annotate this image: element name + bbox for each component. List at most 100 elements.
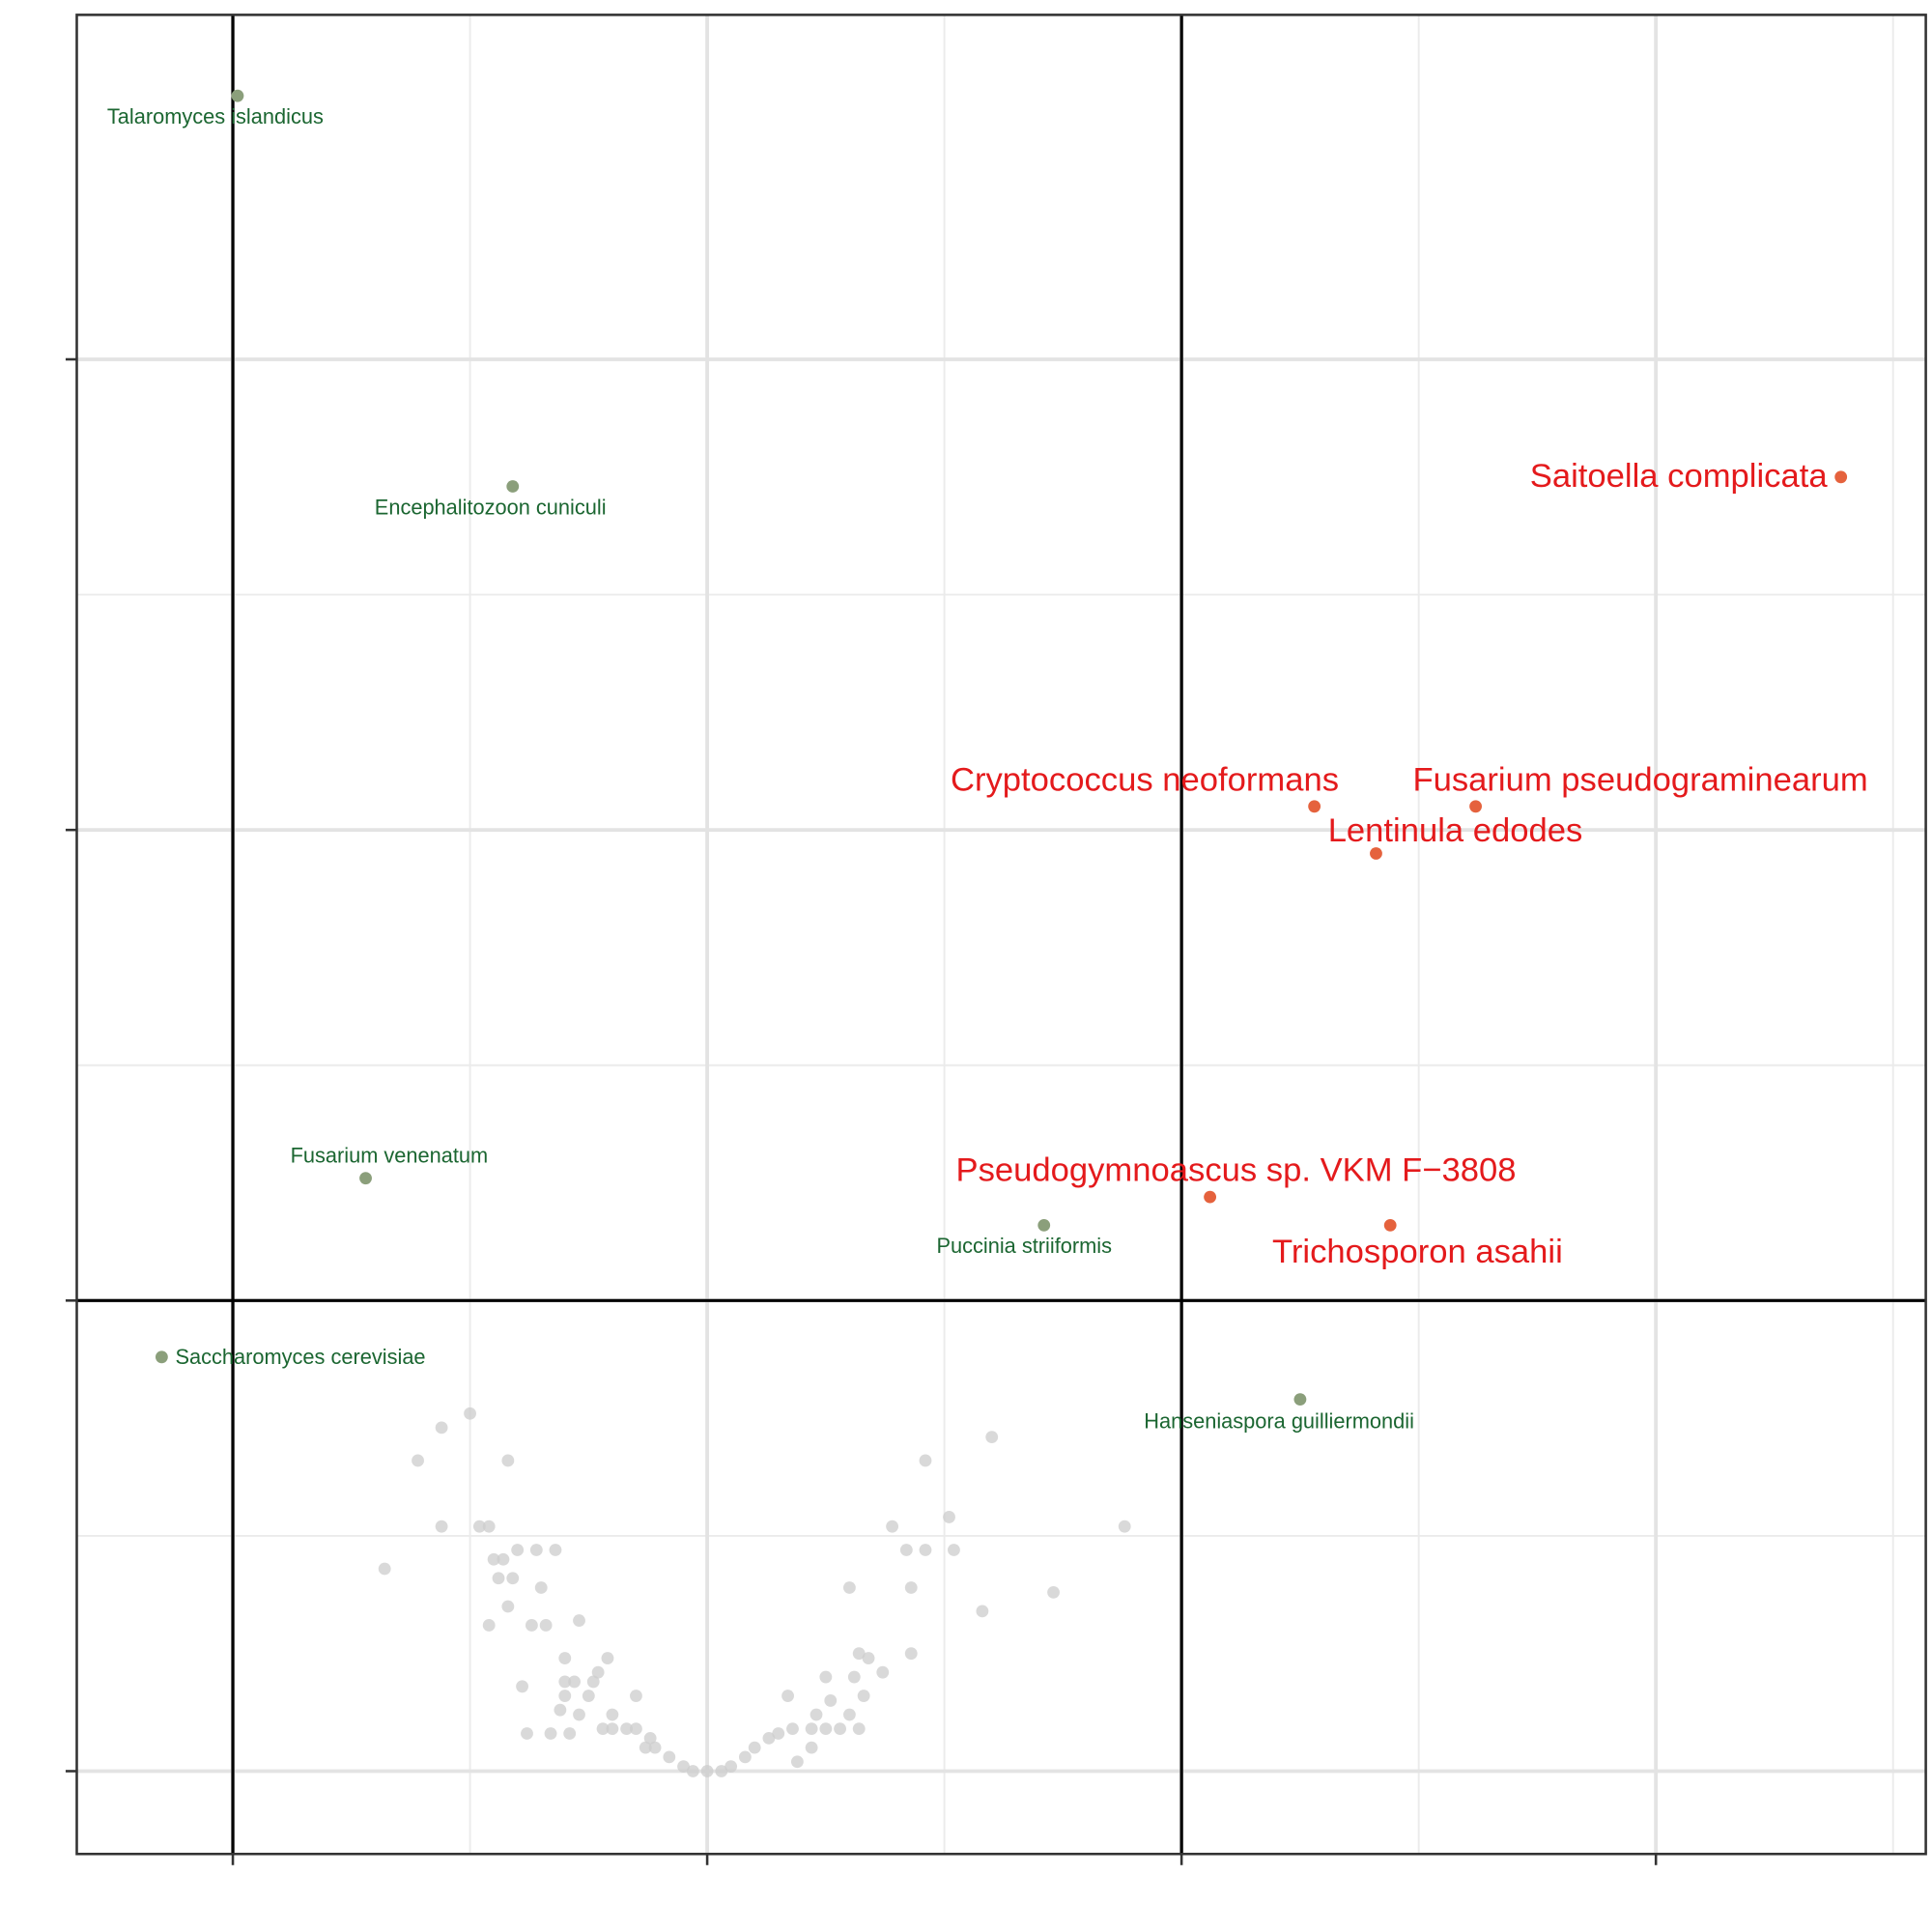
point: [573, 1708, 585, 1721]
point: [586, 1675, 600, 1689]
point: [762, 1731, 776, 1745]
point-label: Talaromyces islandicus: [107, 104, 324, 128]
point: [591, 1665, 605, 1679]
point: [943, 1511, 955, 1523]
point: [435, 1520, 448, 1533]
plot-border: [75, 14, 1927, 1856]
point: [790, 1755, 804, 1769]
point: [824, 1694, 838, 1707]
point: [563, 1727, 577, 1740]
highlight-point: [1370, 847, 1382, 860]
point: [834, 1722, 846, 1736]
point: [582, 1690, 595, 1702]
point: [558, 1690, 572, 1702]
point-label: Lentinula edodes: [1328, 812, 1583, 849]
point: [643, 1731, 657, 1745]
point: [663, 1750, 676, 1764]
point: [648, 1741, 662, 1754]
point: [501, 1454, 515, 1467]
point: [810, 1708, 823, 1721]
point: [886, 1520, 899, 1533]
point: [435, 1421, 448, 1435]
point: [904, 1647, 918, 1661]
point: [534, 1581, 548, 1594]
highlight-point: [1469, 800, 1482, 813]
point: [700, 1765, 714, 1777]
point: [521, 1727, 533, 1740]
point: [805, 1722, 818, 1736]
point-label: Encephalitozoon cuniculi: [375, 495, 607, 519]
point: [539, 1619, 553, 1632]
point: [919, 1544, 932, 1556]
point-label: Hanseniaspora guilliermondii: [1144, 1409, 1414, 1434]
point: [630, 1722, 642, 1736]
point: [529, 1544, 543, 1556]
point: [857, 1690, 870, 1702]
point: [516, 1680, 528, 1693]
point: [472, 1520, 486, 1533]
highlight-point: [359, 1172, 372, 1185]
point: [748, 1741, 761, 1754]
point: [482, 1520, 496, 1533]
point-label: Cryptococcus neoformans: [951, 761, 1339, 798]
point: [378, 1562, 391, 1576]
point: [549, 1544, 562, 1556]
point-label: Saccharomyces cerevisiae: [175, 1345, 425, 1369]
point: [525, 1619, 538, 1632]
point: [847, 1670, 861, 1684]
point: [482, 1619, 496, 1632]
point: [544, 1727, 557, 1740]
point-label: Pseudogymnoascus sp. VKM F−3808: [956, 1152, 1517, 1189]
point: [487, 1552, 500, 1566]
point: [606, 1722, 619, 1736]
point: [686, 1765, 699, 1777]
highlight-point: [231, 89, 244, 102]
highlight-point: [155, 1350, 168, 1364]
point: [1047, 1585, 1060, 1599]
highlight-point: [1834, 470, 1848, 484]
point-label: Saitoella complicata: [1530, 458, 1829, 495]
point: [876, 1665, 890, 1679]
point: [558, 1675, 572, 1689]
highlight-point: [1383, 1218, 1397, 1232]
point: [724, 1760, 738, 1774]
point: [606, 1708, 619, 1721]
point: [596, 1722, 610, 1736]
point: [919, 1454, 932, 1467]
point: [772, 1727, 785, 1740]
point: [715, 1765, 728, 1777]
point: [842, 1581, 856, 1594]
point: [506, 1572, 520, 1585]
point: [639, 1741, 652, 1754]
point: [497, 1552, 510, 1566]
point: [511, 1544, 525, 1556]
point: [738, 1750, 752, 1764]
point: [1118, 1520, 1131, 1533]
point: [852, 1647, 866, 1661]
point: [985, 1431, 999, 1444]
point: [620, 1722, 634, 1736]
point: [501, 1600, 515, 1613]
point: [601, 1652, 614, 1664]
highlight-point: [1037, 1218, 1051, 1232]
point: [781, 1690, 794, 1702]
point: [976, 1605, 989, 1618]
point: [568, 1675, 582, 1689]
point: [677, 1760, 690, 1774]
highlight-point: [1308, 800, 1321, 813]
highlight-point: [506, 480, 520, 493]
point-label: Fusarium pseudograminearum: [1412, 761, 1867, 798]
point: [842, 1708, 856, 1721]
point: [786, 1722, 799, 1736]
point: [819, 1722, 833, 1736]
point: [862, 1652, 875, 1664]
point-label: Trichosporon asahii: [1272, 1234, 1563, 1270]
point-label: Puccinia striiformis: [936, 1234, 1112, 1258]
point: [819, 1670, 833, 1684]
point: [464, 1406, 476, 1420]
point: [904, 1581, 918, 1594]
point: [492, 1572, 505, 1585]
point: [554, 1703, 567, 1717]
